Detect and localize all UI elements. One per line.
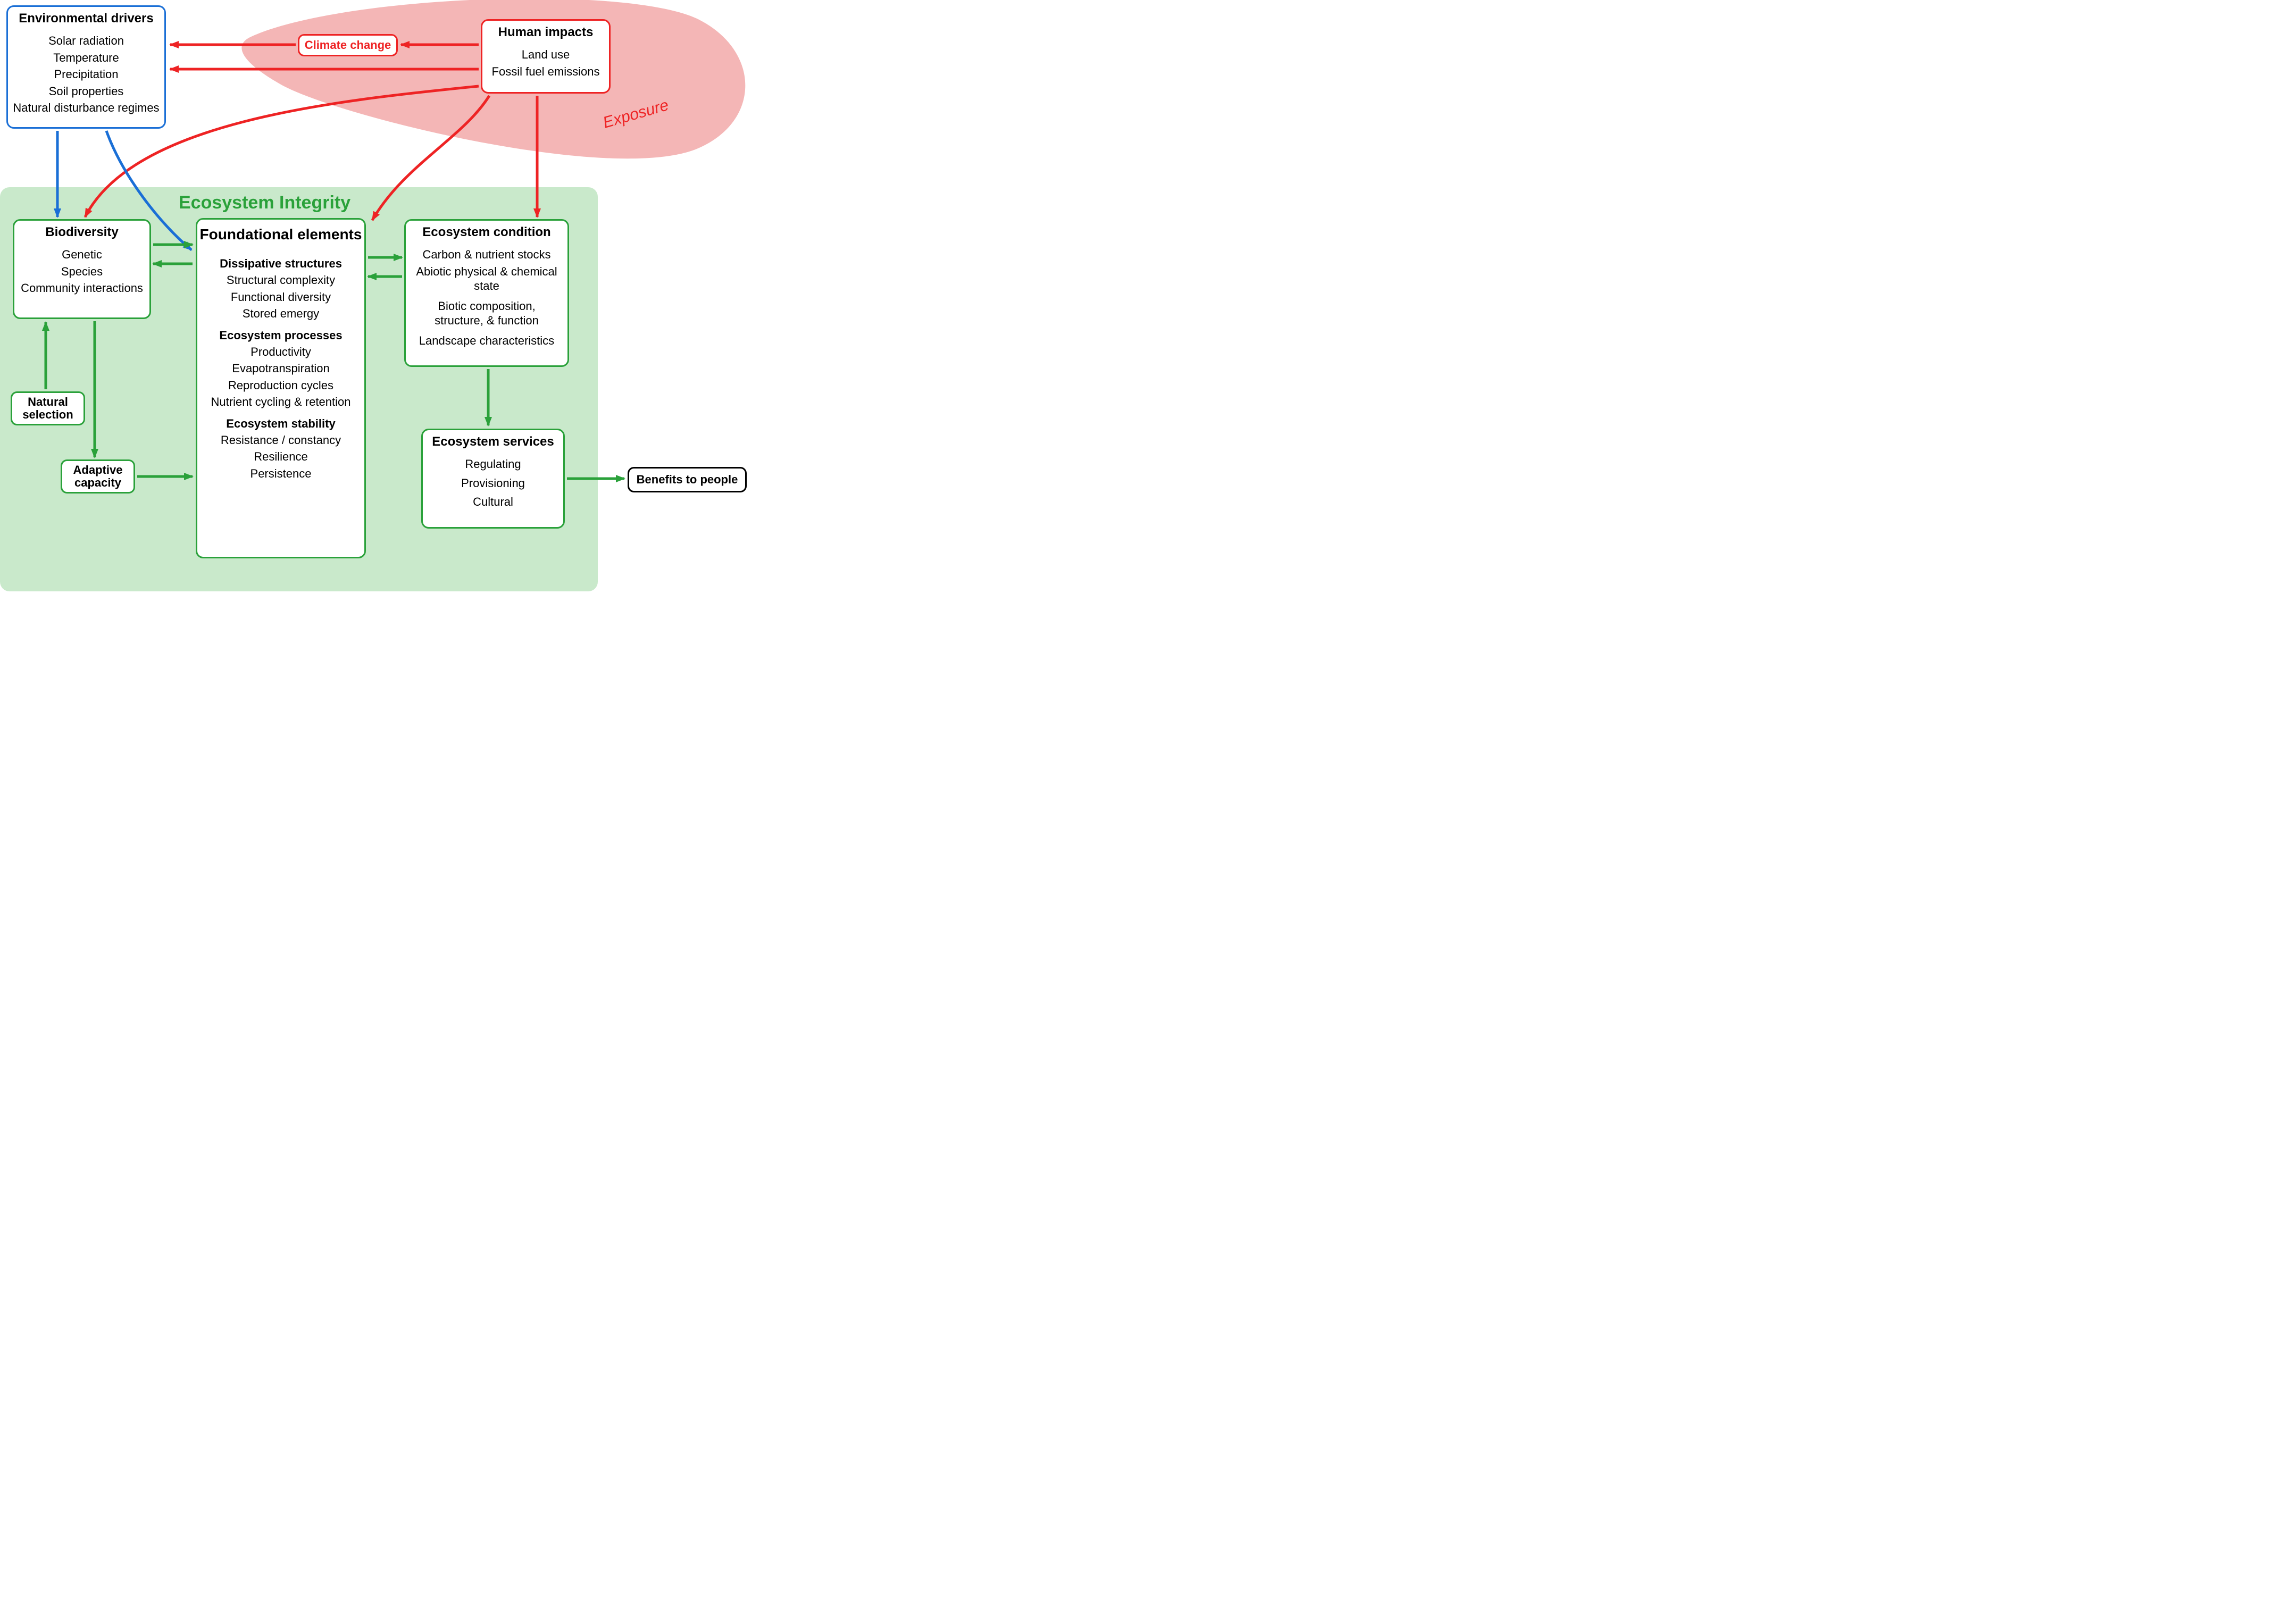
env-item-0: Solar radiation bbox=[8, 34, 164, 48]
human-impacts-title: Human impacts bbox=[482, 25, 609, 40]
environmental-drivers-title: Environmental drivers bbox=[8, 11, 164, 26]
found-sec0-item1: Functional diversity bbox=[197, 290, 364, 305]
cond-item-0: Carbon & nutrient stocks bbox=[406, 247, 567, 262]
cond-item-1: Abiotic physical & chemical state bbox=[406, 264, 567, 294]
found-sec2-item0: Resistance / constancy bbox=[197, 433, 364, 448]
serv-item-2: Cultural bbox=[423, 495, 563, 509]
cond-item-2: Biotic composition, structure, & functio… bbox=[406, 299, 567, 328]
natural-selection-label: Natural selection bbox=[12, 396, 84, 421]
diagram-canvas: Ecosystem Integrity Exposure Environment… bbox=[0, 0, 840, 591]
edge-human_to_found bbox=[372, 96, 489, 220]
human-item-0: Land use bbox=[482, 47, 609, 62]
found-sec2-head: Ecosystem stability bbox=[197, 417, 364, 431]
foundational-elements-box: Foundational elements Dissipative struct… bbox=[196, 218, 366, 558]
environmental-drivers-box: Environmental drivers Solar radiation Te… bbox=[6, 5, 166, 129]
serv-item-0: Regulating bbox=[423, 457, 563, 472]
env-item-2: Precipitation bbox=[8, 67, 164, 82]
ecosystem-services-title: Ecosystem services bbox=[423, 434, 563, 449]
found-sec1-item1: Evapotranspiration bbox=[197, 361, 364, 376]
adaptive-capacity-label: Adaptive capacity bbox=[62, 464, 133, 489]
env-item-4: Natural disturbance regimes bbox=[8, 101, 164, 115]
human-impacts-box: Human impacts Land use Fossil fuel emiss… bbox=[481, 19, 611, 94]
biodiversity-box: Biodiversity Genetic Species Community i… bbox=[13, 219, 151, 319]
found-sec1-item3: Nutrient cycling & retention bbox=[197, 395, 364, 409]
biodiv-item-1: Species bbox=[14, 264, 149, 279]
found-sec1-item0: Productivity bbox=[197, 345, 364, 359]
ecosystem-services-box: Ecosystem services Regulating Provisioni… bbox=[421, 429, 565, 529]
human-item-1: Fossil fuel emissions bbox=[482, 64, 609, 79]
ecosystem-condition-title: Ecosystem condition bbox=[406, 225, 567, 240]
found-sec0-head: Dissipative structures bbox=[197, 257, 364, 271]
found-sec1-item2: Reproduction cycles bbox=[197, 378, 364, 393]
ecosystem-integrity-title: Ecosystem Integrity bbox=[179, 193, 350, 213]
found-sec2-item1: Resilience bbox=[197, 449, 364, 464]
found-sec0-item0: Structural complexity bbox=[197, 273, 364, 288]
serv-item-1: Provisioning bbox=[423, 476, 563, 491]
biodiversity-title: Biodiversity bbox=[14, 225, 149, 240]
env-item-1: Temperature bbox=[8, 51, 164, 65]
exposure-label: Exposure bbox=[601, 96, 671, 132]
biodiv-item-2: Community interactions bbox=[14, 281, 149, 296]
found-sec0-item2: Stored emergy bbox=[197, 306, 364, 321]
benefits-label: Benefits to people bbox=[637, 473, 738, 487]
benefits-to-people-box: Benefits to people bbox=[628, 467, 747, 492]
adaptive-capacity-box: Adaptive capacity bbox=[61, 459, 135, 494]
cond-item-3: Landscape characteristics bbox=[406, 333, 567, 348]
natural-selection-box: Natural selection bbox=[11, 391, 85, 425]
found-sec1-head: Ecosystem processes bbox=[197, 329, 364, 342]
climate-change-box: Climate change bbox=[298, 34, 398, 56]
foundational-title: Foundational elements bbox=[197, 226, 364, 243]
ecosystem-condition-box: Ecosystem condition Carbon & nutrient st… bbox=[404, 219, 569, 367]
found-sec2-item2: Persistence bbox=[197, 466, 364, 481]
biodiv-item-0: Genetic bbox=[14, 247, 149, 262]
env-item-3: Soil properties bbox=[8, 84, 164, 99]
climate-change-label: Climate change bbox=[305, 38, 391, 52]
